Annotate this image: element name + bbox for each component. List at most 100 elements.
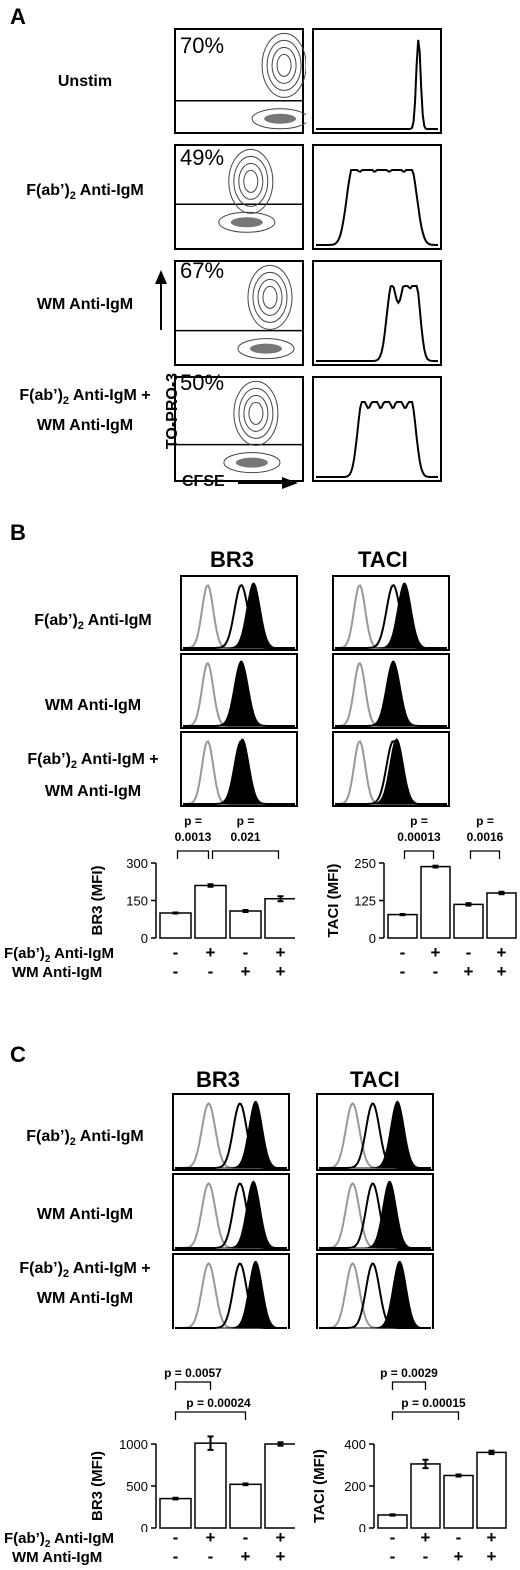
a-x-axis-arrow	[238, 477, 298, 489]
unstimulated-curve	[175, 1102, 287, 1169]
y-tick-label: 0	[369, 931, 376, 943]
significance-bracket	[174, 1381, 212, 1390]
histogram-box	[172, 1173, 290, 1251]
wm-sign: -	[433, 962, 439, 981]
unstimulated-curve	[183, 740, 295, 805]
unstimulated-curve	[319, 1102, 431, 1169]
p-value-label: p = 0.0029	[380, 1366, 438, 1380]
c-row3-label: F(ab’)2 Anti-IgM +	[19, 1260, 151, 1281]
histogram-box	[172, 1093, 290, 1171]
p-value-label: 0.021	[230, 830, 260, 844]
y-axis-label: TACI (MFI)	[311, 1449, 328, 1523]
bar	[159, 912, 192, 939]
b-cond-wm-label: WM Anti-IgM	[12, 964, 103, 981]
fab-sign: +	[487, 1528, 497, 1547]
fab-sign: -	[243, 1528, 249, 1547]
unstimulated-curve	[335, 662, 447, 727]
wm-sign: -	[173, 962, 179, 981]
bar	[420, 865, 451, 939]
histogram-curve	[316, 401, 438, 478]
significance-bracket	[391, 1411, 460, 1420]
contour-core	[235, 457, 268, 468]
significance-bracket	[176, 850, 210, 859]
contour-ring	[238, 162, 264, 200]
p-value-label: 0.00013	[397, 830, 441, 844]
p-value-label: p =	[184, 815, 202, 828]
unstimulated-curve	[183, 584, 295, 649]
contour-ring	[252, 271, 288, 323]
a-row1-label: Unstim	[57, 73, 113, 90]
c-taci-bar-chart: 0 200 400 TACI (MFI) p = 0.0029 p = 0.00015	[311, 1366, 507, 1532]
a-row4-percent: 50%	[180, 370, 225, 395]
y-tick-label: 500	[126, 1479, 148, 1494]
b-cond-fab-label: F(ab’)2 Anti-IgM	[4, 945, 114, 965]
contour-ring	[271, 46, 297, 84]
fab-sign: +	[431, 943, 441, 962]
c-br3-histograms	[172, 1093, 290, 1329]
a-row2-percent: 49%	[180, 145, 225, 170]
fab-sign: -	[390, 1528, 396, 1547]
bar	[486, 892, 517, 939]
histogram-curve	[316, 39, 438, 130]
significance-bracket	[469, 850, 501, 859]
bar	[264, 1443, 295, 1529]
p-value-label: p =	[410, 815, 428, 828]
histogram-curve	[316, 284, 438, 362]
contour-ring	[262, 285, 278, 309]
bar	[264, 898, 295, 939]
wm-sign: +	[276, 962, 286, 981]
contour-ring	[248, 401, 264, 425]
y-tick-label: 200	[344, 1479, 366, 1494]
histogram-curve	[316, 169, 438, 246]
bar	[194, 884, 227, 939]
significance-bracket	[211, 850, 280, 859]
fab-sign: +	[206, 1528, 216, 1547]
y-tick-label: 400	[344, 1437, 366, 1452]
b-col-title-br3: BR3	[210, 547, 255, 572]
bar	[476, 1451, 507, 1529]
bar	[194, 1442, 227, 1529]
contour-core	[250, 343, 282, 354]
histogram-box	[312, 376, 442, 482]
wm-sign: -	[400, 962, 406, 981]
fab-sign: -	[456, 1528, 462, 1547]
c-br3-bar-chart: 0 500 1000 BR3 (MFI) p = 0.0057 p = 0.00024	[89, 1366, 295, 1532]
a-y-axis-arrow	[155, 270, 167, 330]
fab-sign: +	[421, 1528, 431, 1547]
c-row3-label2: WM Anti-IgM	[36, 1290, 134, 1307]
b-col-title-taci: TACI	[358, 547, 408, 572]
a-x-axis-label: CFSE	[182, 473, 225, 490]
contour-ring	[261, 32, 306, 98]
unstimulated-curve	[335, 740, 447, 805]
contour-ring	[233, 155, 269, 207]
b-taci-histograms	[332, 575, 450, 807]
c-cond-wm-label: WM Anti-IgM	[12, 1549, 103, 1566]
p-value-label: 0.0016	[467, 830, 504, 844]
unstimulated-curve	[175, 1182, 287, 1249]
wm-sign: +	[241, 962, 251, 981]
y-tick-label: 125	[354, 894, 376, 909]
wm-sign: +	[454, 1547, 464, 1566]
wm-sign: -	[173, 1547, 179, 1566]
a-row4-label: F(ab’)2 Anti-IgM +	[19, 387, 151, 408]
fab-sign: -	[173, 1528, 179, 1547]
panel-b-letter: B	[10, 520, 26, 545]
wm-sign: +	[464, 962, 474, 981]
p-value-label: p = 0.00015	[401, 1396, 466, 1410]
a-row2-label: F(ab’)2 Anti-IgM	[26, 182, 144, 203]
panel-a-histograms	[312, 28, 442, 482]
bar	[387, 913, 418, 939]
p-value-label: p = 0.0057	[164, 1366, 222, 1380]
wm-sign: -	[208, 962, 214, 981]
contour-core	[230, 217, 263, 228]
c-condition-signs: --+--+++--+--+++	[173, 1528, 497, 1566]
b-condition-signs: --+--+++--+--+++	[173, 943, 507, 981]
contour-ring	[233, 380, 279, 446]
c-row1-label: F(ab’)2 Anti-IgM	[26, 1128, 144, 1149]
a-row1-percent: 70%	[180, 33, 225, 58]
bar	[229, 1483, 262, 1529]
contour-ring	[228, 148, 274, 214]
y-tick-label: 250	[354, 856, 376, 871]
contour-ring	[247, 264, 293, 330]
contour-ring	[243, 394, 269, 432]
